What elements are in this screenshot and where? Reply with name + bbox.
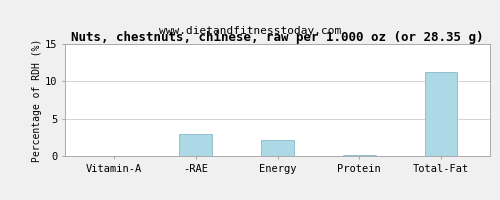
Text: www.dietandfitnesstoday.com: www.dietandfitnesstoday.com xyxy=(159,26,341,36)
Bar xyxy=(261,140,294,156)
Bar xyxy=(180,134,212,156)
Y-axis label: Percentage of RDH (%): Percentage of RDH (%) xyxy=(32,38,42,162)
Bar xyxy=(424,72,458,156)
Bar xyxy=(343,155,376,156)
Title: Nuts, chestnuts, chinese, raw per 1.000 oz (or 28.35 g): Nuts, chestnuts, chinese, raw per 1.000 … xyxy=(72,31,484,44)
